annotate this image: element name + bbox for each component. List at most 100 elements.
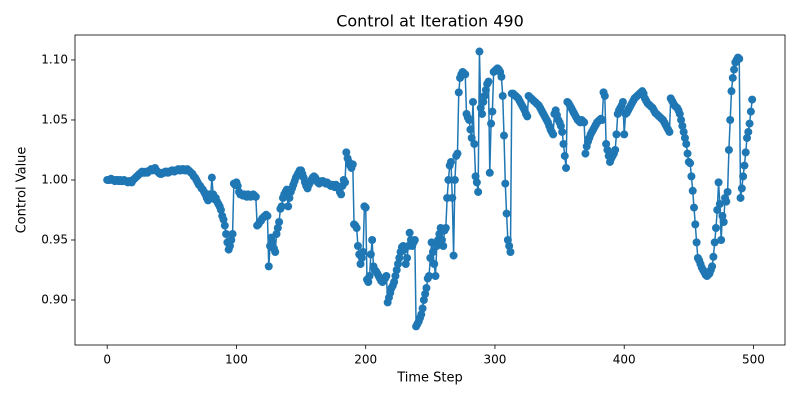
- x-tick-label: 400: [613, 353, 636, 367]
- marker: [746, 107, 755, 116]
- marker: [709, 252, 718, 261]
- marker: [717, 235, 726, 244]
- marker: [724, 145, 733, 154]
- marker: [710, 238, 719, 247]
- marker: [602, 139, 611, 148]
- marker: [723, 187, 732, 196]
- marker: [679, 127, 688, 136]
- marker: [503, 235, 512, 244]
- series: [103, 47, 757, 331]
- marker: [741, 148, 750, 157]
- marker: [401, 259, 410, 268]
- marker: [468, 97, 477, 106]
- marker: [271, 247, 280, 256]
- marker: [466, 125, 475, 134]
- marker: [549, 130, 558, 139]
- marker: [426, 253, 435, 262]
- marker: [444, 175, 453, 184]
- marker: [403, 253, 412, 262]
- marker: [745, 119, 754, 128]
- marker: [275, 217, 284, 226]
- marker: [737, 184, 746, 193]
- marker: [713, 205, 722, 214]
- marker: [744, 127, 753, 136]
- marker: [219, 215, 228, 224]
- marker: [361, 203, 370, 212]
- marker: [678, 121, 687, 130]
- marker: [220, 221, 229, 230]
- marker: [714, 178, 723, 187]
- marker: [410, 235, 419, 244]
- marker: [447, 157, 456, 166]
- marker: [225, 241, 234, 250]
- marker: [683, 149, 692, 158]
- marker: [337, 190, 346, 199]
- marker: [506, 247, 515, 256]
- marker: [461, 70, 470, 79]
- marker: [228, 229, 237, 238]
- marker: [484, 77, 493, 86]
- marker: [505, 241, 514, 250]
- marker: [688, 186, 697, 195]
- marker: [421, 289, 430, 298]
- marker: [471, 172, 480, 181]
- marker: [742, 133, 751, 142]
- marker: [449, 251, 458, 260]
- marker: [431, 271, 440, 280]
- y-tick-label: 1.10: [41, 52, 68, 66]
- marker: [364, 277, 373, 286]
- marker: [735, 54, 744, 63]
- marker: [277, 202, 286, 211]
- marker: [227, 235, 236, 244]
- marker: [357, 253, 366, 262]
- marker: [726, 115, 735, 124]
- marker: [556, 121, 565, 130]
- marker: [581, 149, 590, 158]
- marker: [690, 203, 699, 212]
- marker: [677, 115, 686, 124]
- marker: [523, 112, 532, 121]
- marker: [368, 235, 377, 244]
- x-tick-label: 200: [354, 353, 377, 367]
- marker: [395, 253, 404, 262]
- marker: [365, 271, 374, 280]
- marker: [268, 238, 277, 247]
- x-tick-label: 0: [103, 353, 111, 367]
- marker: [620, 130, 629, 139]
- marker: [405, 228, 414, 237]
- marker: [465, 115, 474, 124]
- marker: [600, 91, 609, 100]
- marker: [422, 283, 431, 292]
- marker: [474, 187, 483, 196]
- marker: [467, 133, 476, 142]
- marker: [680, 133, 689, 142]
- marker: [611, 145, 620, 154]
- marker: [390, 277, 399, 286]
- y-tick-label: 0.90: [41, 292, 68, 306]
- marker: [480, 91, 489, 100]
- marker: [341, 178, 350, 187]
- marker: [481, 85, 490, 94]
- marker: [612, 130, 621, 139]
- marker: [470, 139, 479, 148]
- marker: [359, 247, 368, 256]
- marker: [476, 103, 485, 112]
- marker: [356, 259, 365, 268]
- marker: [478, 109, 487, 118]
- marker: [353, 241, 362, 250]
- marker: [603, 145, 612, 154]
- marker: [682, 139, 691, 148]
- marker: [273, 223, 282, 232]
- marker: [727, 87, 736, 96]
- marker: [562, 163, 571, 172]
- marker: [472, 178, 481, 187]
- marker: [711, 223, 720, 232]
- marker: [285, 193, 294, 202]
- marker: [450, 175, 459, 184]
- marker: [453, 149, 462, 158]
- chart-title: Control at Iteration 490: [336, 12, 524, 31]
- marker: [559, 139, 568, 148]
- marker: [687, 172, 696, 181]
- marker: [665, 127, 674, 136]
